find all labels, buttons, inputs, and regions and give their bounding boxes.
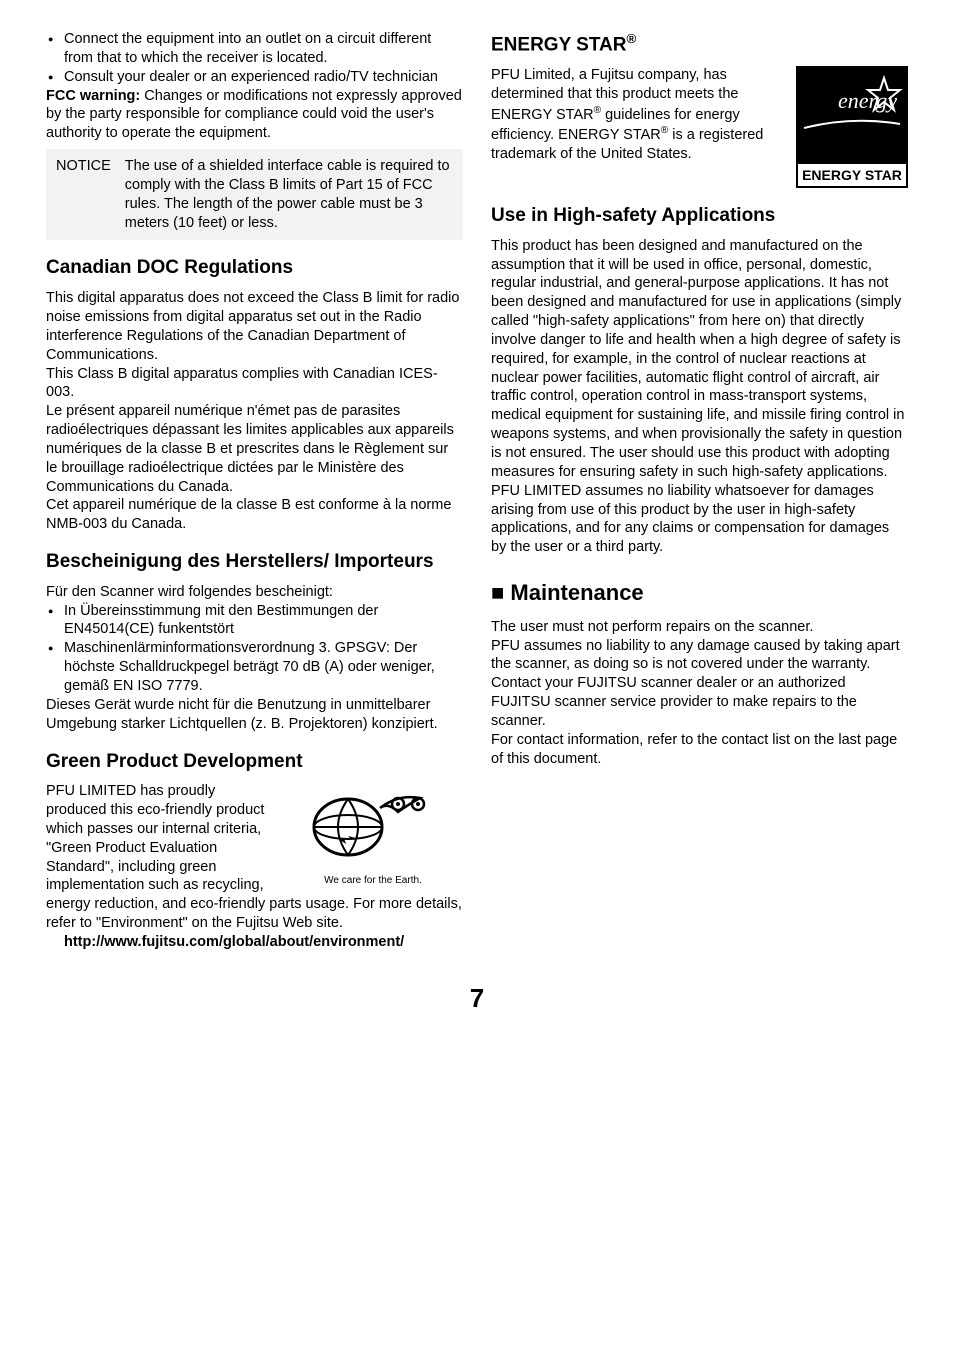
svg-text:energy: energy: [838, 88, 897, 113]
list-item: Connect the equipment into an outlet on …: [46, 30, 463, 68]
list-item: In Übereinsstimmung mit den Bestimmungen…: [46, 602, 463, 640]
bullet-list-2: In Übereinsstimmung mit den Bestimmungen…: [46, 602, 463, 696]
paragraph: Dieses Gerät wurde nicht für die Benutzu…: [46, 696, 463, 734]
list-item: Maschinenlärminformationsverordnung 3. G…: [46, 639, 463, 696]
paragraph: This digital apparatus does not exceed t…: [46, 289, 463, 364]
heading-safety: Use in High-safety Applications: [491, 204, 908, 229]
estar-logo-text: ENERGY STAR: [798, 164, 906, 186]
paragraph: Le présent appareil numérique n'émet pas…: [46, 402, 463, 496]
list-item: Consult your dealer or an experienced ra…: [46, 68, 463, 87]
heading-bescheinigung: Bescheinigung des Herstellers/ Importeur…: [46, 550, 463, 575]
left-column: Connect the equipment into an outlet on …: [46, 30, 463, 952]
heading-energy-star: ENERGY STAR®: [491, 30, 908, 58]
bullet-list-1: Connect the equipment into an outlet on …: [46, 30, 463, 87]
heading-maintenance: Maintenance: [491, 579, 908, 608]
energy-star-icon: energy: [798, 68, 906, 158]
estar-title-text: ENERGY STAR: [491, 34, 627, 55]
estar-reg-sup: ®: [627, 31, 637, 46]
paragraph: Für den Scanner wird folgendes bescheini…: [46, 583, 463, 602]
paragraph: For contact information, refer to the co…: [491, 731, 908, 769]
paragraph: Cet appareil numérique de la classe B es…: [46, 496, 463, 534]
notice-body: The use of a shielded interface cable is…: [125, 157, 453, 232]
paragraph: This Class B digital apparatus complies …: [46, 365, 463, 403]
reg-sup: ®: [594, 105, 601, 116]
energy-star-logo: energy ENERGY STAR: [796, 66, 908, 188]
green-caption: We care for the Earth.: [283, 874, 463, 887]
green-url: http://www.fujitsu.com/global/about/envi…: [46, 933, 463, 952]
paragraph: Contact your FUJITSU scanner dealer or a…: [491, 674, 908, 731]
heading-canadian: Canadian DOC Regulations: [46, 256, 463, 281]
heading-green: Green Product Development: [46, 750, 463, 775]
paragraph: This product has been designed and manuf…: [491, 237, 908, 557]
earth-icon: [298, 782, 448, 862]
page-number: 7: [46, 982, 908, 1046]
notice-label: NOTICE: [56, 157, 111, 232]
paragraph: The user must not perform repairs on the…: [491, 618, 908, 637]
notice-box: NOTICE The use of a shielded interface c…: [46, 149, 463, 240]
fcc-label: FCC warning:: [46, 88, 140, 104]
fcc-warning: FCC warning: Changes or modifications no…: [46, 87, 463, 144]
green-graphic: We care for the Earth.: [283, 782, 463, 887]
right-column: ENERGY STAR® energy ENERGY STAR PFU Limi…: [491, 30, 908, 952]
paragraph: PFU assumes no liability to any damage c…: [491, 637, 908, 675]
